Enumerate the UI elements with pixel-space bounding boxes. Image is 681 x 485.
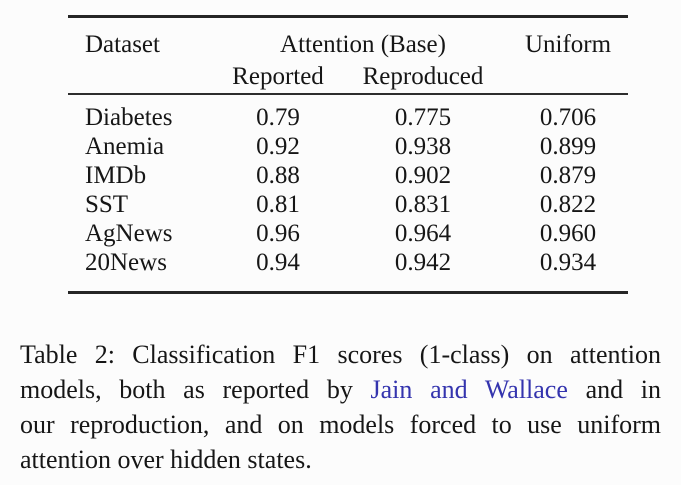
caption-line-4: attention over hidden states. — [20, 445, 312, 474]
cell-reported: 0.81 — [256, 191, 300, 218]
table-row: 20News 0.94 0.942 0.934 — [68, 249, 628, 293]
cell-reproduced: 0.902 — [394, 162, 452, 189]
header-row-top: Dataset Attention (Base) Uniform — [68, 17, 628, 61]
table-row: AgNews 0.96 0.964 0.960 — [68, 220, 628, 249]
cell-dataset: SST — [85, 191, 129, 218]
table-row: Anemia 0.92 0.938 0.899 — [68, 133, 628, 162]
cell-uniform: 0.934 — [539, 249, 597, 276]
cell-uniform: 0.899 — [539, 133, 597, 160]
col-header-reproduced: Reproduced — [338, 60, 508, 95]
paper-page: Dataset Attention (Base) Uniform Reporte… — [0, 15, 681, 485]
table-row: Diabetes 0.79 0.775 0.706 — [68, 94, 628, 133]
f1-scores-table: Dataset Attention (Base) Uniform Reporte… — [68, 15, 628, 294]
cell-reproduced: 0.831 — [394, 191, 452, 218]
cell-dataset: 20News — [85, 249, 167, 276]
cell-reported: 0.96 — [256, 220, 300, 247]
cell-reproduced: 0.938 — [394, 133, 452, 160]
cell-reproduced: 0.942 — [394, 249, 452, 276]
cell-reported: 0.88 — [256, 162, 300, 189]
cell-uniform: 0.879 — [539, 162, 597, 189]
caption-text: and in — [585, 375, 662, 404]
caption-line-2: models, both as reported by Jain and Wal… — [20, 372, 661, 407]
col-header-uniform: Uniform — [524, 30, 612, 58]
table-body: Diabetes 0.79 0.775 0.706 Anemia 0.92 0.… — [68, 94, 628, 293]
table-header: Dataset Attention (Base) Uniform Reporte… — [68, 17, 628, 95]
col-header-dataset: Dataset — [85, 30, 160, 58]
cell-reported: 0.92 — [256, 133, 300, 160]
col-header-empty — [68, 60, 218, 95]
cell-reproduced: 0.775 — [394, 104, 452, 131]
cell-reported: 0.79 — [256, 104, 300, 131]
table-row: SST 0.81 0.831 0.822 — [68, 191, 628, 220]
caption-text: models, both as reported by — [20, 375, 353, 404]
cell-dataset: AgNews — [85, 220, 173, 247]
table-row: IMDb 0.88 0.902 0.879 — [68, 162, 628, 191]
cell-uniform: 0.706 — [539, 104, 597, 131]
cell-dataset: IMDb — [85, 162, 147, 189]
cell-reproduced: 0.964 — [394, 220, 452, 247]
cell-dataset: Anemia — [85, 133, 165, 160]
cell-uniform: 0.822 — [539, 191, 597, 218]
cell-dataset: Diabetes — [85, 104, 173, 131]
cell-uniform: 0.960 — [539, 220, 597, 247]
cell-reported: 0.94 — [256, 249, 300, 276]
header-row-sub: Reported Reproduced — [68, 60, 628, 95]
col-header-reported: Reported — [218, 60, 338, 95]
col-header-attention-base: Attention (Base) — [280, 30, 446, 58]
table-caption: Table 2: Classification F1 scores (1-cla… — [20, 337, 661, 477]
caption-line-1: Table 2: Classification F1 scores (1-cla… — [20, 340, 661, 369]
citation-link-jain-and-wallace[interactable]: Jain and Wallace — [370, 375, 568, 404]
caption-line-3: our reproduction, and on models forced t… — [20, 410, 661, 439]
col-header-empty — [508, 60, 628, 95]
